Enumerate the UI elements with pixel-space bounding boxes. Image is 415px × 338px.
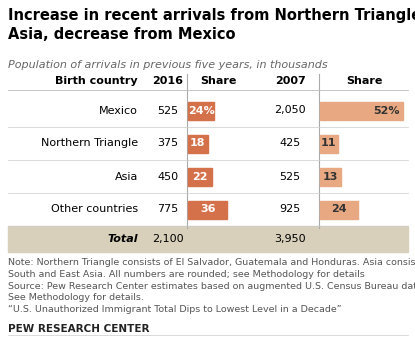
Bar <box>188 135 208 152</box>
Text: 925: 925 <box>279 204 300 215</box>
Bar <box>320 168 341 186</box>
Text: Asia: Asia <box>115 171 138 182</box>
Bar <box>320 135 337 152</box>
Bar <box>188 200 227 218</box>
Text: 2,100: 2,100 <box>152 234 184 244</box>
Text: 375: 375 <box>157 139 178 148</box>
Text: 2016: 2016 <box>152 76 183 86</box>
Text: 525: 525 <box>279 171 300 182</box>
Bar <box>8 226 408 252</box>
Text: 11: 11 <box>321 139 337 148</box>
Text: 2007: 2007 <box>275 76 305 86</box>
Text: Note: Northern Triangle consists of El Salvador, Guatemala and Honduras. Asia co: Note: Northern Triangle consists of El S… <box>8 258 415 314</box>
Text: 52%: 52% <box>373 105 399 116</box>
Text: 24%: 24% <box>188 105 215 116</box>
Text: 22: 22 <box>192 171 208 182</box>
Text: Share: Share <box>346 76 382 86</box>
Text: 450: 450 <box>157 171 178 182</box>
Bar <box>188 168 212 186</box>
Text: 775: 775 <box>157 204 178 215</box>
Text: 525: 525 <box>157 105 178 116</box>
Text: 36: 36 <box>200 204 215 215</box>
Text: Northern Triangle: Northern Triangle <box>41 139 138 148</box>
Bar <box>320 200 359 218</box>
Text: Increase in recent arrivals from Northern Triangle and
Asia, decrease from Mexic: Increase in recent arrivals from Norther… <box>8 8 415 42</box>
Text: 24: 24 <box>332 204 347 215</box>
Bar <box>320 101 403 120</box>
Text: 18: 18 <box>190 139 205 148</box>
Text: 2,050: 2,050 <box>274 105 306 116</box>
Bar <box>188 101 214 120</box>
Text: PEW RESEARCH CENTER: PEW RESEARCH CENTER <box>8 324 149 334</box>
Text: Birth country: Birth country <box>55 76 138 86</box>
Text: 425: 425 <box>279 139 300 148</box>
Text: Total: Total <box>107 234 138 244</box>
Text: Other countries: Other countries <box>51 204 138 215</box>
Text: Mexico: Mexico <box>99 105 138 116</box>
Text: 13: 13 <box>323 171 338 182</box>
Text: 3,950: 3,950 <box>274 234 306 244</box>
Text: Population of arrivals in previous five years, in thousands: Population of arrivals in previous five … <box>8 60 327 70</box>
Text: Share: Share <box>200 76 236 86</box>
